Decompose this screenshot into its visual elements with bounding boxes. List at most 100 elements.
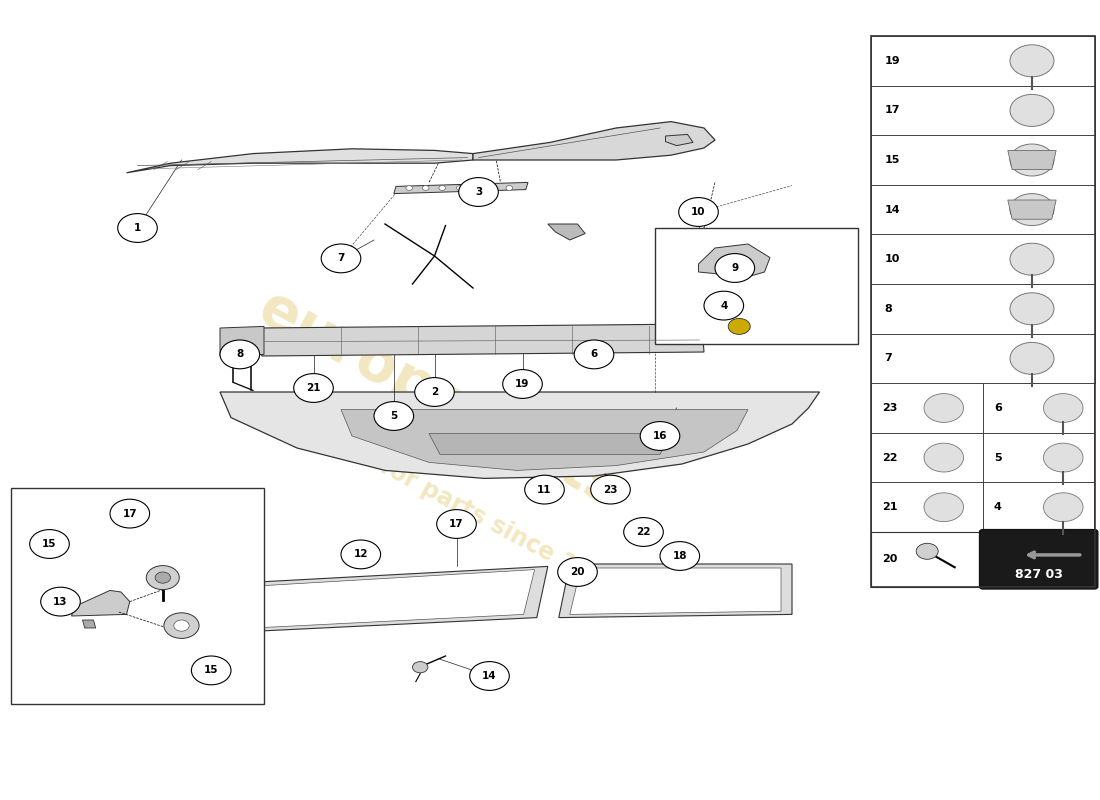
Text: 14: 14 <box>884 205 900 214</box>
Polygon shape <box>666 134 693 146</box>
Text: 1: 1 <box>134 223 141 233</box>
Circle shape <box>558 558 597 586</box>
Text: 16: 16 <box>652 431 668 441</box>
Text: 8: 8 <box>884 304 892 314</box>
Circle shape <box>715 254 755 282</box>
Text: 15: 15 <box>42 539 57 549</box>
Circle shape <box>473 186 480 190</box>
Circle shape <box>118 214 157 242</box>
Text: 17: 17 <box>449 519 464 529</box>
FancyBboxPatch shape <box>983 482 1094 532</box>
FancyBboxPatch shape <box>871 135 1094 185</box>
Circle shape <box>30 530 69 558</box>
Text: 4: 4 <box>994 502 1002 512</box>
Polygon shape <box>698 244 770 280</box>
Circle shape <box>341 540 381 569</box>
Circle shape <box>924 394 964 422</box>
Circle shape <box>1010 243 1054 275</box>
Text: 3: 3 <box>475 187 482 197</box>
FancyBboxPatch shape <box>871 234 1094 284</box>
Text: 15: 15 <box>884 155 900 165</box>
FancyBboxPatch shape <box>11 488 264 704</box>
Text: a passion for parts since 1985: a passion for parts since 1985 <box>256 391 624 601</box>
Circle shape <box>1044 394 1084 422</box>
Polygon shape <box>429 434 671 454</box>
Circle shape <box>1010 293 1054 325</box>
Circle shape <box>916 543 938 559</box>
FancyBboxPatch shape <box>871 284 1094 334</box>
Polygon shape <box>72 590 130 616</box>
Polygon shape <box>220 392 819 478</box>
Text: 17: 17 <box>122 509 138 518</box>
Polygon shape <box>258 324 704 356</box>
FancyBboxPatch shape <box>871 433 983 482</box>
Circle shape <box>1010 94 1054 126</box>
Text: 7: 7 <box>884 354 892 363</box>
Circle shape <box>924 493 964 522</box>
Circle shape <box>660 542 700 570</box>
FancyBboxPatch shape <box>871 532 983 586</box>
FancyBboxPatch shape <box>654 228 858 344</box>
Circle shape <box>406 186 412 190</box>
Polygon shape <box>1008 200 1056 219</box>
Text: europaparts: europaparts <box>249 280 631 520</box>
Circle shape <box>574 340 614 369</box>
Circle shape <box>437 510 476 538</box>
Polygon shape <box>253 570 535 628</box>
Circle shape <box>41 587 80 616</box>
Polygon shape <box>559 564 792 618</box>
Text: 15: 15 <box>204 666 219 675</box>
Polygon shape <box>220 326 264 356</box>
Text: 5: 5 <box>994 453 1001 462</box>
Circle shape <box>704 291 744 320</box>
Circle shape <box>640 422 680 450</box>
Text: 827 03: 827 03 <box>1014 568 1063 581</box>
Text: 19: 19 <box>884 56 900 66</box>
Circle shape <box>164 613 199 638</box>
Circle shape <box>374 402 414 430</box>
Text: 5: 5 <box>390 411 397 421</box>
Circle shape <box>294 374 333 402</box>
Circle shape <box>924 443 964 472</box>
Text: 21: 21 <box>882 502 898 512</box>
Circle shape <box>220 340 260 369</box>
Circle shape <box>1044 493 1084 522</box>
Text: 6: 6 <box>994 403 1002 413</box>
Text: 23: 23 <box>882 403 898 413</box>
Text: 4: 4 <box>720 301 727 310</box>
Text: 23: 23 <box>603 485 618 494</box>
Circle shape <box>1010 342 1054 374</box>
Text: 11: 11 <box>537 485 552 494</box>
Text: 9: 9 <box>732 263 738 273</box>
Text: 19: 19 <box>515 379 530 389</box>
Polygon shape <box>570 568 781 614</box>
Circle shape <box>1044 443 1084 472</box>
Text: 12: 12 <box>353 550 369 559</box>
FancyBboxPatch shape <box>983 433 1094 482</box>
Circle shape <box>1010 45 1054 77</box>
Circle shape <box>506 186 513 190</box>
Polygon shape <box>126 149 473 173</box>
Polygon shape <box>473 122 715 160</box>
Circle shape <box>591 475 630 504</box>
FancyBboxPatch shape <box>871 86 1094 135</box>
Text: 6: 6 <box>591 350 597 359</box>
Text: 8: 8 <box>236 350 243 359</box>
Polygon shape <box>341 410 748 470</box>
Circle shape <box>679 198 718 226</box>
FancyBboxPatch shape <box>871 185 1094 234</box>
Text: 10: 10 <box>691 207 706 217</box>
FancyBboxPatch shape <box>871 334 1094 383</box>
Text: 21: 21 <box>306 383 321 393</box>
Circle shape <box>490 186 496 190</box>
Circle shape <box>146 566 179 590</box>
Polygon shape <box>548 224 585 240</box>
Circle shape <box>470 662 509 690</box>
Circle shape <box>1010 194 1054 226</box>
FancyBboxPatch shape <box>871 383 983 433</box>
Circle shape <box>503 370 542 398</box>
Polygon shape <box>1008 150 1056 170</box>
Text: 17: 17 <box>884 106 900 115</box>
Circle shape <box>321 244 361 273</box>
Circle shape <box>174 620 189 631</box>
